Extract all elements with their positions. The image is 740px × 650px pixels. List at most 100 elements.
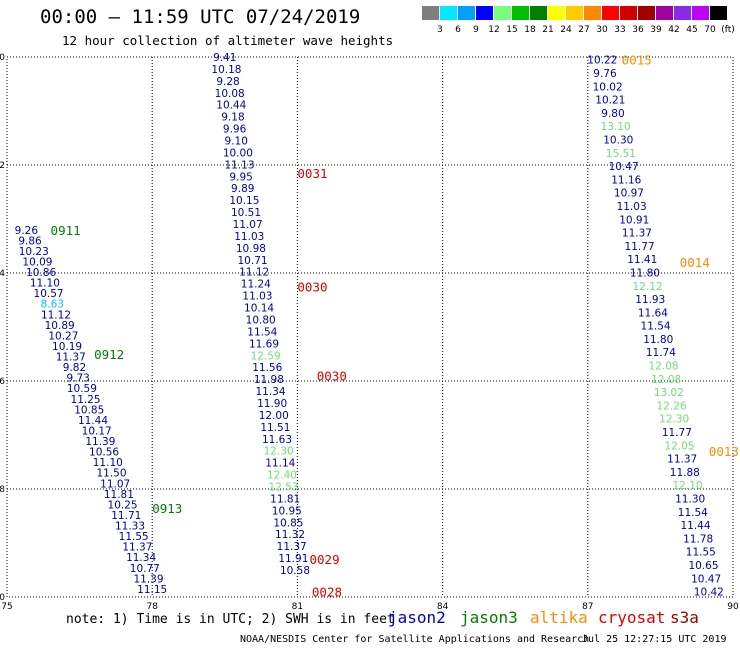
wave-height-value: 10.19 (52, 341, 82, 353)
y-tick-label: -14 (0, 269, 5, 279)
wave-height-value: 11.15 (137, 584, 167, 596)
wave-height-value: 10.18 (211, 64, 241, 76)
wave-height-value: 11.69 (249, 338, 279, 350)
wave-height-value: 11.93 (635, 294, 665, 306)
scale-label: 42 (668, 25, 680, 35)
pass-time-label: 0014 (680, 255, 710, 270)
wave-height-value: 11.63 (262, 434, 292, 446)
scale-label: 36 (632, 25, 644, 35)
wave-height-value: 11.55 (119, 531, 149, 543)
wave-height-value: 11.88 (670, 467, 700, 479)
wave-height-value: 11.10 (30, 278, 60, 290)
y-tick-label: -10 (0, 53, 5, 63)
wave-height-value: 10.14 (244, 303, 274, 315)
wave-height-value: 12.05 (664, 440, 694, 452)
wave-height-value: 10.08 (215, 88, 245, 100)
pass-time-label: 0030 (317, 369, 347, 384)
wave-height-value: 11.03 (234, 231, 264, 243)
wave-height-value: 11.14 (265, 458, 295, 470)
wave-height-value: 10.47 (691, 573, 721, 585)
wave-height-value: 10.85 (74, 404, 104, 416)
wave-height-value: 10.58 (280, 565, 310, 577)
x-tick-label: 90 (727, 602, 739, 612)
pass-time-label: 0030 (297, 280, 327, 295)
footer-note: note: 1) Time is in UTC; 2) SWH is in fe… (66, 612, 395, 627)
wave-height-value: 11.81 (104, 489, 134, 501)
scale-label: 24 (560, 25, 572, 35)
wave-height-value: 11.24 (241, 279, 271, 291)
wave-height-value: 11.16 (611, 174, 641, 186)
pass-time-label: 0028 (312, 585, 342, 600)
wave-height-value: 10.21 (595, 95, 625, 107)
scale-unit: (ft) (721, 25, 735, 35)
wave-height-value: 12.40 (267, 470, 297, 482)
wave-height-value: 9.73 (66, 373, 89, 385)
wave-height-value: 10.91 (619, 214, 649, 226)
pass-time-label: 0911 (51, 223, 81, 238)
legend-altika: altika (530, 608, 588, 627)
scale-swatch (530, 6, 547, 20)
wave-height-value: 10.56 (89, 447, 119, 459)
wave-height-value: 12.30 (659, 414, 689, 426)
pass-time-label: 0031 (297, 166, 327, 181)
pass-time-label: 0013 (709, 444, 739, 459)
scale-swatch (710, 6, 727, 20)
x-tick-label: 78 (146, 602, 158, 612)
legend-s3a: s3a (670, 608, 699, 627)
wave-height-value: 11.13 (224, 159, 254, 171)
wave-height-value: 11.25 (71, 394, 101, 406)
wave-height-value: 12.59 (251, 350, 281, 362)
wave-height-value: 15.51 (606, 148, 636, 160)
footer-timestamp: Jul 25 12:27:15 UTC 2019 (582, 634, 727, 645)
scale-swatch (494, 6, 511, 20)
wave-height-value: 11.03 (617, 201, 647, 213)
scale-swatch (440, 6, 457, 20)
wave-height-value: 10.77 (130, 563, 160, 575)
wave-height-value: 12.26 (657, 400, 687, 412)
wave-height-value: 9.76 (593, 68, 617, 80)
wave-height-value: 9.41 (213, 52, 236, 64)
pass-time-label: 0912 (94, 347, 124, 362)
wave-height-value: 11.41 (627, 254, 657, 266)
wave-height-value: 9.95 (229, 171, 252, 183)
scale-swatch (566, 6, 583, 20)
wave-height-value: 12.30 (264, 446, 294, 458)
wave-height-value: 10.42 (694, 587, 724, 599)
wave-height-value: 10.15 (229, 195, 259, 207)
wave-height-value: 11.78 (683, 533, 713, 545)
wave-height-value: 9.26 (15, 225, 39, 237)
wave-height-value: 10.09 (22, 256, 52, 268)
wave-height-value: 11.30 (675, 494, 705, 506)
wave-height-value: 11.37 (622, 228, 652, 240)
wave-height-value: 10.57 (34, 288, 64, 300)
wave-height-value: 10.00 (223, 147, 253, 159)
pass-time-label: 0029 (310, 552, 340, 567)
wave-height-value: 10.44 (216, 100, 246, 112)
scale-label: 12 (488, 25, 500, 35)
scale-label: 15 (506, 25, 518, 35)
wave-height-value: 11.80 (630, 267, 660, 279)
wave-height-value: 10.97 (614, 188, 644, 200)
wave-height-value: 9.89 (231, 183, 254, 195)
wave-height-value: 11.64 (638, 307, 668, 319)
scale-label: 45 (686, 25, 698, 35)
wave-height-value: 11.32 (275, 529, 305, 541)
wave-height-value: 9.10 (225, 136, 248, 148)
scale-swatch (602, 6, 619, 20)
scale-label: 33 (614, 25, 626, 35)
scale-swatch (692, 6, 709, 20)
wave-height-value: 11.55 (686, 547, 716, 559)
footer-credit: NOAA/NESDIS Center for Satellite Applica… (240, 634, 590, 645)
wave-height-value: 11.51 (260, 422, 290, 434)
scale-swatch (620, 6, 637, 20)
wave-height-value: 11.07 (100, 478, 130, 490)
scale-swatch (548, 6, 565, 20)
x-tick-label: 87 (582, 602, 593, 612)
wave-height-value: 11.12 (41, 309, 71, 321)
wave-height-value: 12.10 (672, 480, 702, 492)
wave-height-value: 11.54 (641, 321, 671, 333)
wave-height-value: 11.71 (111, 510, 141, 522)
pass-time-label: 0015 (622, 53, 652, 68)
wave-height-value: 11.98 (254, 374, 284, 386)
scale-label: 39 (650, 25, 662, 35)
